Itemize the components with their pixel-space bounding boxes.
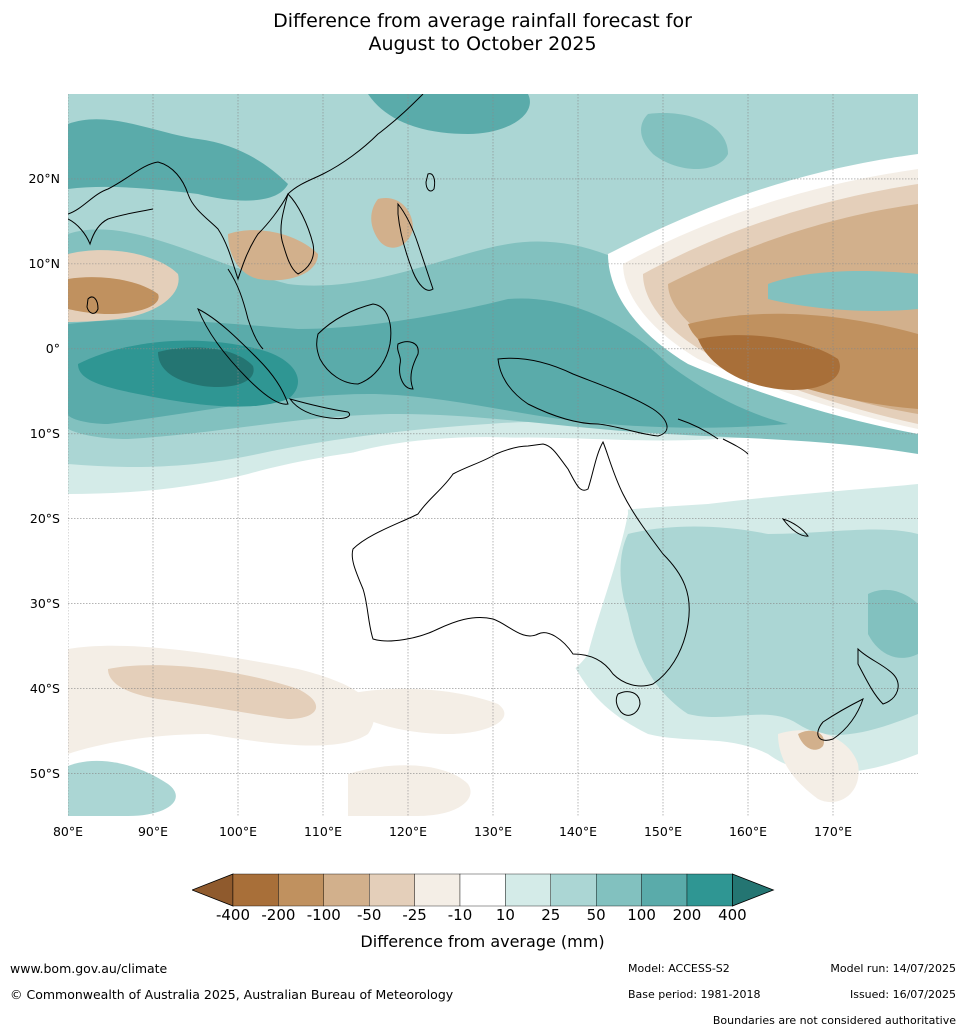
zone-mid-teal-east-aus xyxy=(620,526,918,735)
latitude-label: 20°N xyxy=(28,170,60,186)
longitude-label: 150°E xyxy=(643,824,682,839)
zone-teal-southwest xyxy=(68,760,176,816)
solomon-islands xyxy=(677,418,749,455)
longitude-label: 130°E xyxy=(473,824,512,839)
colorbar-segment xyxy=(414,873,461,907)
longitude-label: 170°E xyxy=(813,824,852,839)
new-zealand-north-coastline xyxy=(857,647,899,705)
graticule xyxy=(68,94,918,816)
latitude-label: 10°S xyxy=(29,425,60,441)
colorbar-tick-label: 200 xyxy=(672,906,702,924)
latitude-label: 50°S xyxy=(29,765,60,781)
colorbar-tick-label: -400 xyxy=(215,906,251,924)
zone-light-brown-south-2 xyxy=(348,688,505,734)
colorbar-title: Difference from average (mm) xyxy=(360,932,605,951)
colorbar-segment xyxy=(459,873,506,907)
sri-lanka-coastline xyxy=(86,296,99,314)
footer-disclaimer: Boundaries are not considered authoritat… xyxy=(712,1014,956,1027)
latitude-label: 0° xyxy=(45,340,60,356)
colorbar-under-arrow xyxy=(190,873,234,907)
indochina-coastline xyxy=(280,193,315,275)
zone-tan-nz xyxy=(798,730,824,750)
colorbar-segment xyxy=(505,873,551,907)
zone-light-brown-nz-south xyxy=(778,730,859,803)
java-coastline xyxy=(288,398,351,419)
footer-model: Model: ACCESS-S2 xyxy=(628,962,730,975)
longitude-label: 90°E xyxy=(137,824,169,839)
colorbar-segment xyxy=(641,873,688,907)
zone-teal-nz xyxy=(868,589,918,658)
longitude-label: 100°E xyxy=(218,824,257,839)
footer-copyright: © Commonwealth of Australia 2025, Austra… xyxy=(10,987,454,1002)
footer-base-period: Base period: 1981-2018 xyxy=(628,988,761,1001)
colorbar-over-arrow xyxy=(732,873,775,907)
latitude-label: 40°S xyxy=(29,680,60,696)
colorbar-tick-label: -25 xyxy=(402,906,427,924)
latitude-label: 20°S xyxy=(29,510,60,526)
longitude-label: 80°E xyxy=(52,824,84,839)
colorbar-segment xyxy=(550,873,597,907)
colorbar-tick-label: -100 xyxy=(306,906,341,924)
title-line-1: Difference from average rainfall forecas… xyxy=(273,10,692,32)
australia-coastline xyxy=(351,440,690,687)
zone-light-brown-far-south xyxy=(348,765,471,816)
sumatra-coastline xyxy=(197,307,289,405)
footer-url: www.bom.gov.au/climate xyxy=(10,961,168,976)
colorbar-tick-label: -10 xyxy=(447,906,473,924)
map-svg xyxy=(68,94,918,816)
zone-teal-pacific-north xyxy=(368,94,530,134)
colorbar-tick-label: 400 xyxy=(718,906,747,924)
tasmania-coastline xyxy=(615,691,641,716)
longitude-label: 110°E xyxy=(303,824,342,839)
new-caledonia xyxy=(781,518,809,537)
footer-issued: Issued: 16/07/2025 xyxy=(849,988,956,1001)
zone-white-australia xyxy=(341,437,628,688)
longitude-label: 120°E xyxy=(388,824,427,839)
new-guinea-coastline xyxy=(497,357,668,437)
colorbar-svg xyxy=(190,873,775,907)
colorbar-segment xyxy=(278,873,325,907)
colorbar-segment xyxy=(232,873,279,907)
zone-tan-south xyxy=(108,665,317,719)
footer-model-run: Model run: 14/07/2025 xyxy=(830,962,956,975)
map-title: Difference from average rainfall forecas… xyxy=(0,10,965,56)
new-zealand-south-coastline xyxy=(817,698,864,741)
colorbar-tick-label: 100 xyxy=(627,906,656,924)
latitude-label: 30°S xyxy=(29,595,60,611)
rainfall-map xyxy=(68,94,918,816)
colorbar-tick-label: 50 xyxy=(586,906,606,924)
malay-peninsula-coastline xyxy=(227,268,264,350)
colorbar-tick-label: 25 xyxy=(541,906,561,924)
colorbar-tick-label: -200 xyxy=(261,906,296,924)
zone-brown-west xyxy=(68,277,159,314)
colorbar-segment xyxy=(368,873,415,907)
colorbar-segment xyxy=(686,873,733,907)
colorbar xyxy=(190,873,776,911)
title-line-2: August to October 2025 xyxy=(368,33,597,55)
colorbar-tick-label: -50 xyxy=(356,906,382,924)
longitude-label: 160°E xyxy=(728,824,767,839)
sulawesi-coastline xyxy=(397,341,419,390)
colorbar-segment xyxy=(596,873,642,907)
zone-teal-pacific-inset xyxy=(768,271,918,311)
taiwan-coastline xyxy=(425,173,436,192)
india-coastline xyxy=(68,208,154,246)
zone-darkest-teal-indian xyxy=(158,347,254,388)
philippines-coastline xyxy=(397,202,434,291)
zone-tan-indochina xyxy=(228,230,318,281)
colorbar-segment xyxy=(323,873,370,907)
colorbar-tick-label: 10 xyxy=(495,906,515,924)
latitude-label: 10°N xyxy=(28,255,60,271)
longitude-label: 140°E xyxy=(558,824,597,839)
borneo-coastline xyxy=(316,303,392,385)
asia-coastline xyxy=(68,94,424,281)
